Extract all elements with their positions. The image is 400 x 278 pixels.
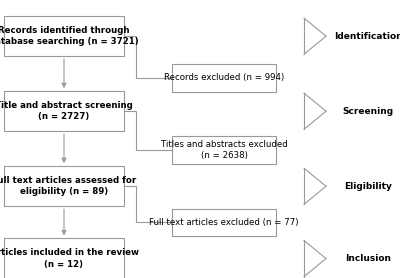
FancyBboxPatch shape <box>4 166 124 206</box>
Text: Full text articles assessed for
eligibility (n = 89): Full text articles assessed for eligibil… <box>0 176 136 196</box>
Text: Screening: Screening <box>342 107 394 116</box>
Text: Title and abstract screening
(n = 2727): Title and abstract screening (n = 2727) <box>0 101 133 121</box>
Text: Full text articles excluded (n = 77): Full text articles excluded (n = 77) <box>149 218 299 227</box>
Text: Records identified through
database searching (n = 3721): Records identified through database sear… <box>0 26 139 46</box>
Text: Records excluded (n = 994): Records excluded (n = 994) <box>164 73 284 82</box>
FancyBboxPatch shape <box>4 16 124 56</box>
FancyBboxPatch shape <box>4 238 124 278</box>
Text: Articles included in the review
(n = 12): Articles included in the review (n = 12) <box>0 249 138 269</box>
FancyBboxPatch shape <box>172 208 276 236</box>
Text: Titles and abstracts excluded
(n = 2638): Titles and abstracts excluded (n = 2638) <box>161 140 287 160</box>
FancyBboxPatch shape <box>4 91 124 131</box>
Text: Inclusion: Inclusion <box>345 254 391 263</box>
FancyBboxPatch shape <box>172 136 276 164</box>
FancyBboxPatch shape <box>172 64 276 92</box>
Text: Identification: Identification <box>334 32 400 41</box>
Text: Eligibility: Eligibility <box>344 182 392 191</box>
